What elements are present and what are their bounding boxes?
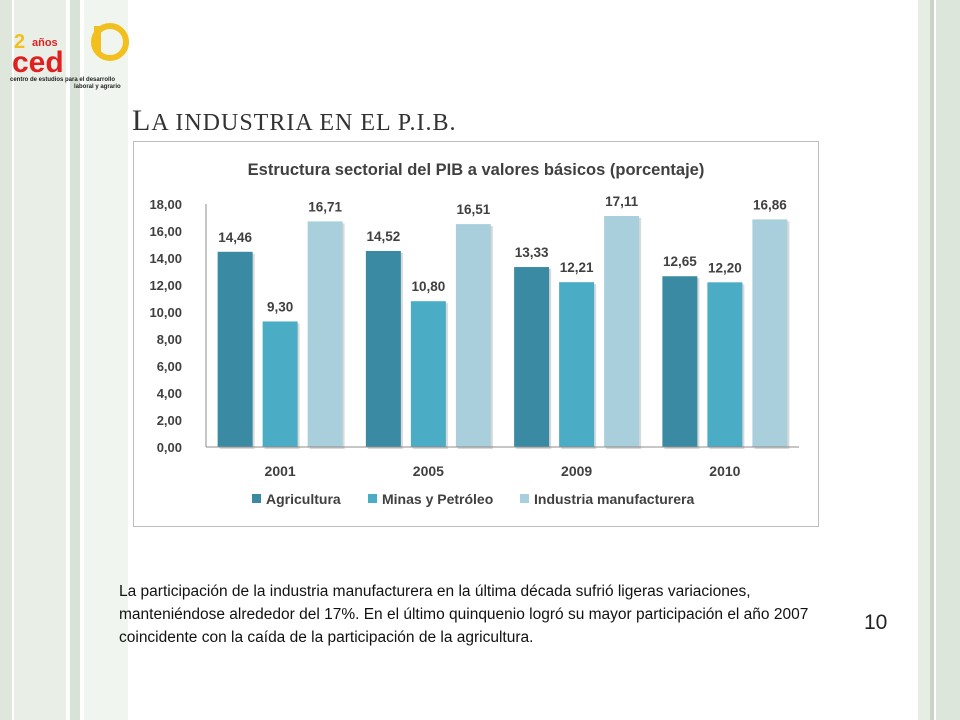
x-tick-label: 2005 xyxy=(413,463,444,479)
right-stripe-inner xyxy=(918,0,930,720)
logo-brand: ced xyxy=(12,46,64,79)
slide-title: La industria en el p.i.b. xyxy=(132,104,456,138)
logo-bar xyxy=(94,26,101,52)
slide-title-rest: a industria en el p.i.b. xyxy=(151,110,457,136)
y-tick-label: 2,00 xyxy=(157,413,182,428)
y-tick-label: 10,00 xyxy=(149,305,182,320)
bar xyxy=(604,216,640,447)
bar xyxy=(662,276,698,447)
bar xyxy=(559,282,595,447)
left-stripe-accent xyxy=(70,0,80,720)
bar-value-label: 17,11 xyxy=(605,194,639,209)
ced-logo: años 2 ced centro de estudios para el de… xyxy=(10,23,129,90)
legend-swatch xyxy=(252,494,261,503)
bar xyxy=(752,219,788,447)
chart-title: Estructura sectorial del PIB a valores b… xyxy=(248,161,705,179)
legend-label: Agricultura xyxy=(266,491,341,507)
bar-value-label: 9,30 xyxy=(267,299,293,314)
left-stripe-edge xyxy=(84,0,128,720)
x-tick-label: 2009 xyxy=(561,463,592,479)
bar-value-label: 16,51 xyxy=(456,202,490,217)
bar-value-label: 16,86 xyxy=(753,197,787,212)
bar-value-label: 12,21 xyxy=(560,260,594,275)
legend-label: Industria manufacturera xyxy=(534,491,694,507)
bar xyxy=(410,301,446,447)
right-stripe-outer xyxy=(936,0,960,720)
bar-value-label: 10,80 xyxy=(411,279,445,294)
bar-value-label: 16,71 xyxy=(308,199,342,214)
bar xyxy=(307,221,343,447)
bar xyxy=(217,251,253,447)
logo-tagline-1: centro de estudios para el desarrollo xyxy=(10,77,115,83)
y-tick-label: 8,00 xyxy=(157,332,182,347)
bar xyxy=(514,267,550,447)
y-tick-label: 14,00 xyxy=(149,251,182,266)
left-stripe-outer xyxy=(0,0,12,720)
legend-swatch xyxy=(368,494,377,503)
legend-label: Minas y Petróleo xyxy=(382,491,493,507)
y-tick-label: 4,00 xyxy=(157,386,182,401)
right-stripe-mid xyxy=(930,0,934,720)
bar-value-label: 14,52 xyxy=(366,229,400,244)
slide-caption: La participación de la industria manufac… xyxy=(119,583,809,646)
bar-value-label: 12,65 xyxy=(663,254,697,269)
bar-value-label: 14,46 xyxy=(218,230,252,245)
x-tick-label: 2001 xyxy=(265,463,296,479)
bar-value-label: 12,20 xyxy=(708,260,742,275)
y-tick-label: 16,00 xyxy=(149,224,182,239)
bar xyxy=(365,250,401,447)
y-tick-label: 12,00 xyxy=(149,278,182,293)
chart-frame: Estructura sectorial del PIB a valores b… xyxy=(133,141,819,527)
bar xyxy=(707,282,743,447)
y-tick-label: 18,00 xyxy=(149,197,182,212)
x-tick-label: 2010 xyxy=(709,463,740,479)
logo-two: 2 xyxy=(14,31,25,53)
logo-years: años xyxy=(32,37,58,49)
bar xyxy=(455,224,491,447)
bar xyxy=(262,321,298,447)
logo-tagline-2: laboral y agrario xyxy=(74,84,121,90)
bar-chart: Estructura sectorial del PIB a valores b… xyxy=(149,161,799,507)
bar-value-label: 13,33 xyxy=(515,245,549,260)
left-stripe-inner xyxy=(14,0,66,720)
y-tick-label: 0,00 xyxy=(157,440,182,455)
legend-swatch xyxy=(520,494,529,503)
y-tick-label: 6,00 xyxy=(157,359,182,374)
slide-title-cap: L xyxy=(132,104,152,137)
page-number: 10 xyxy=(864,611,888,634)
